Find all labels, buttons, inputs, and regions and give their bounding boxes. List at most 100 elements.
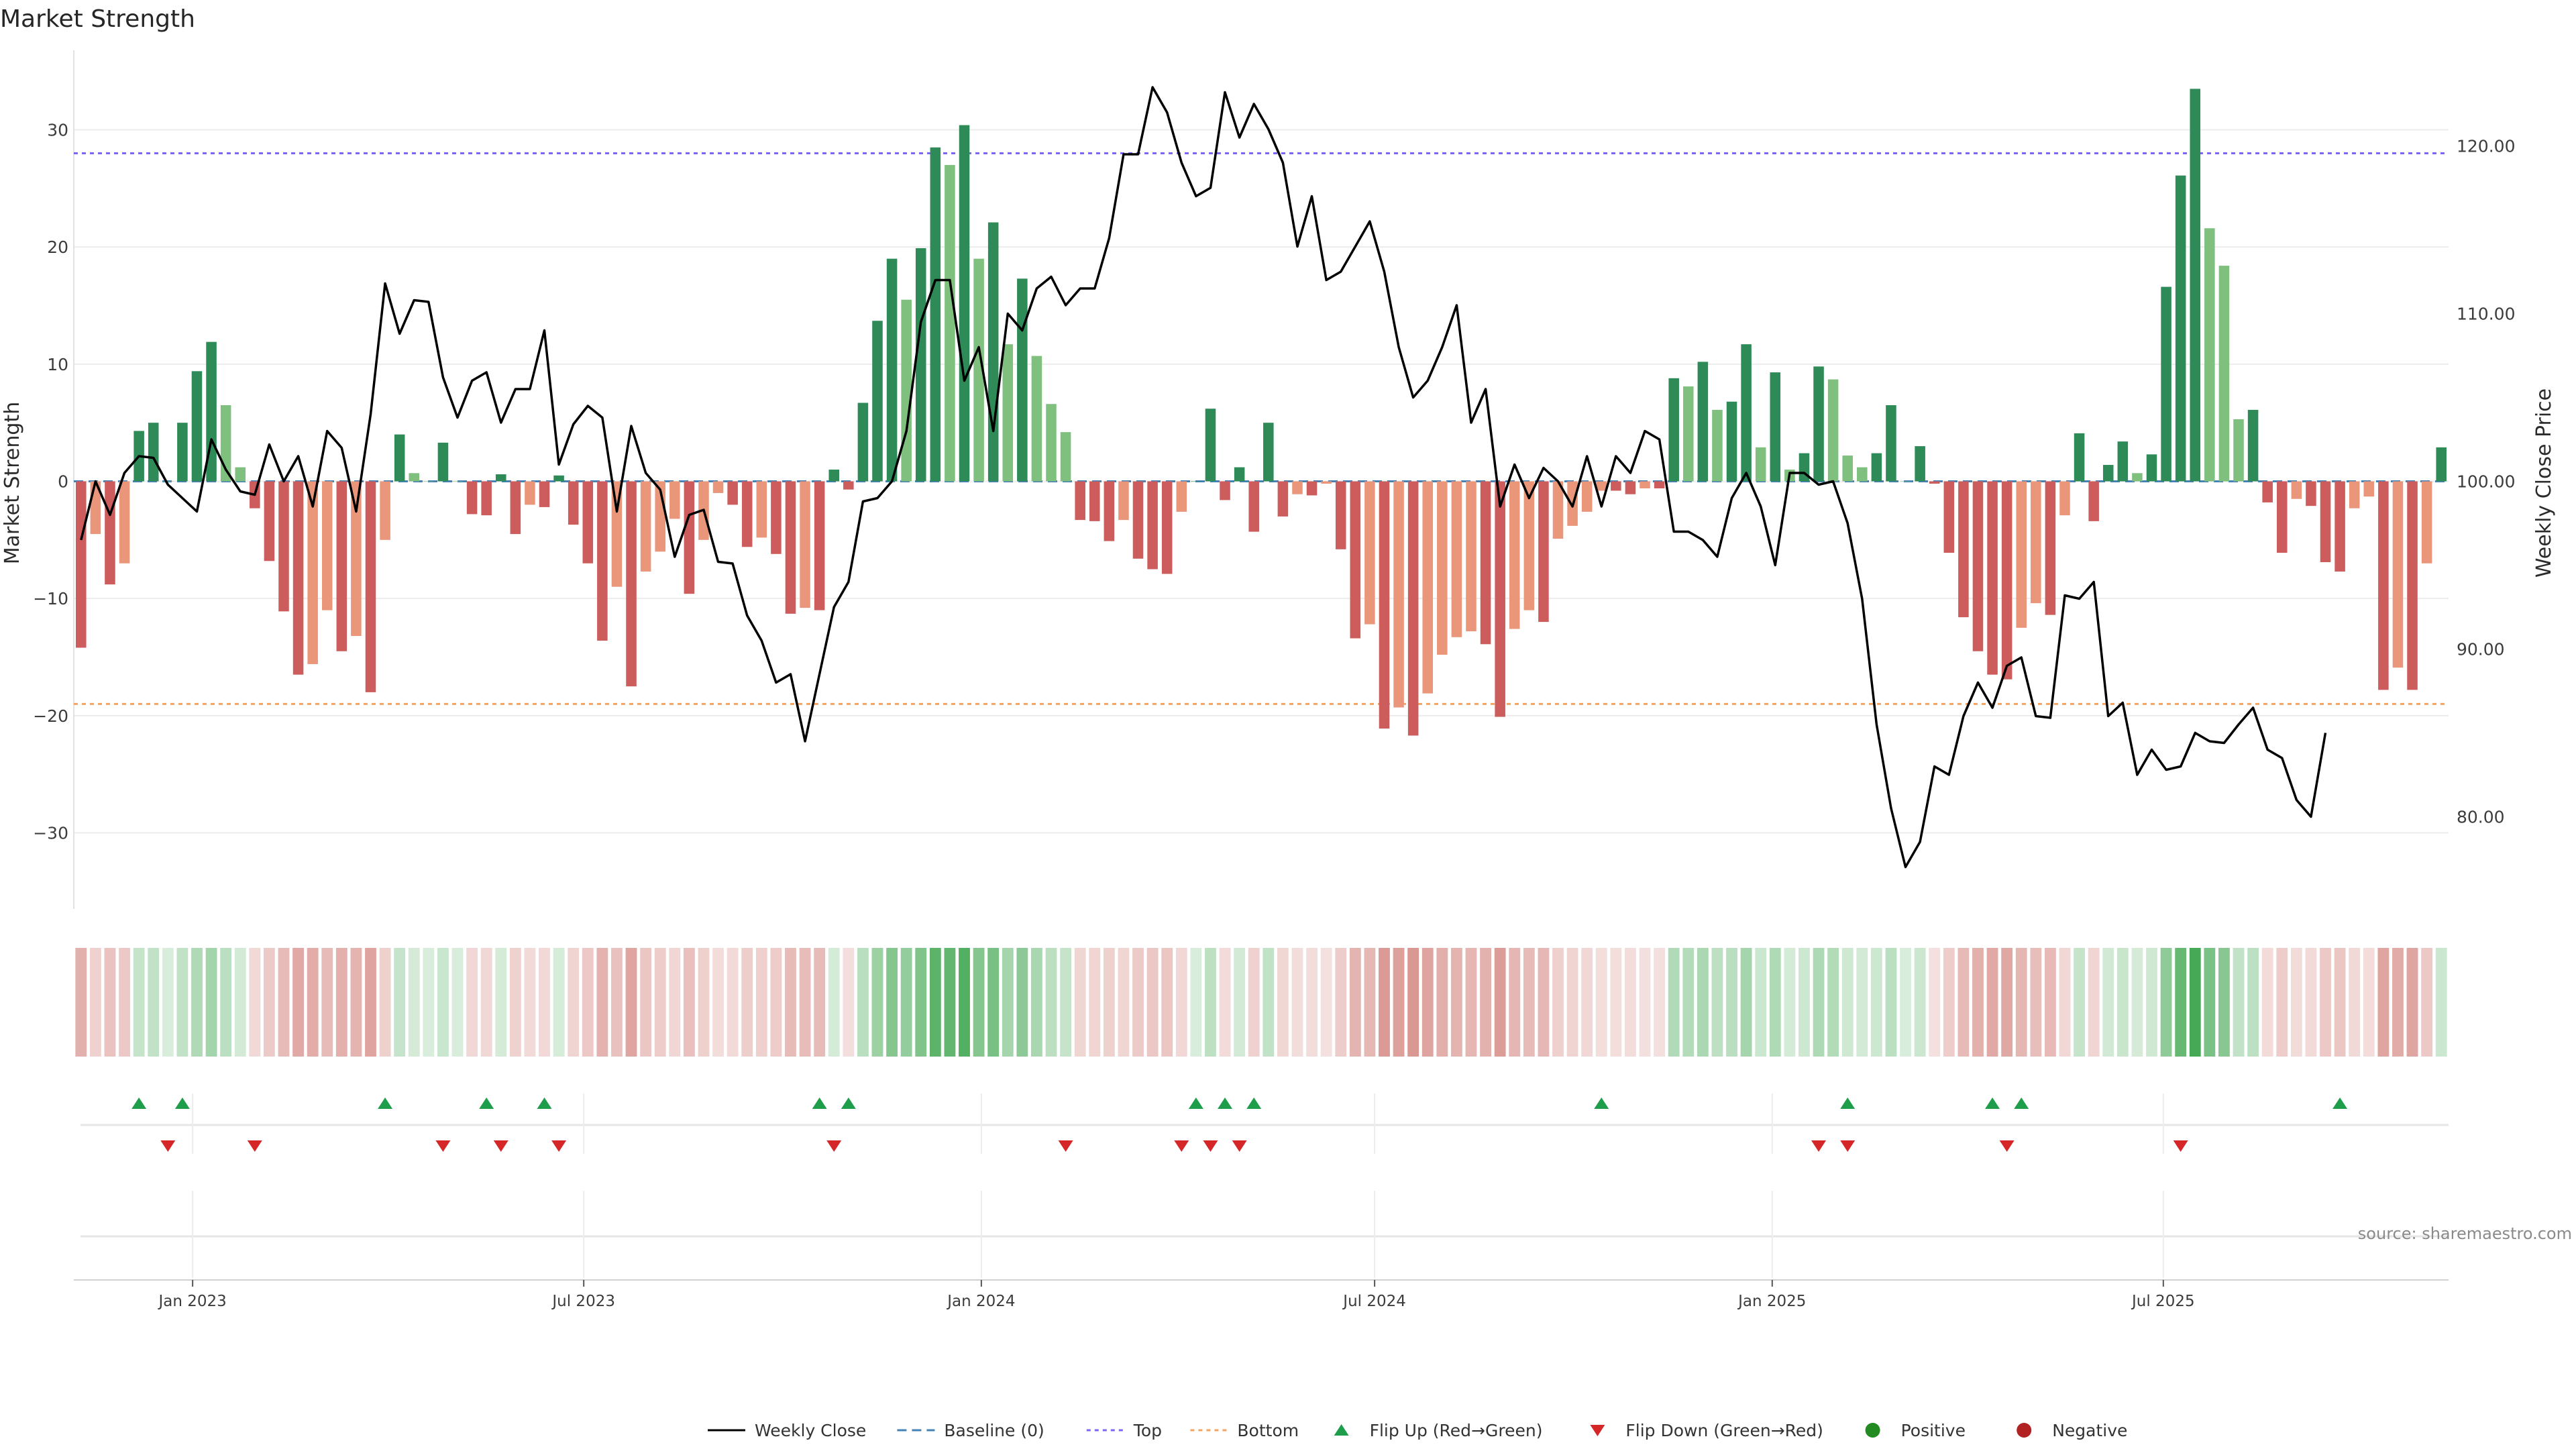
bar bbox=[2001, 481, 2012, 680]
x-tick-label: Jan 2024 bbox=[946, 1293, 1015, 1310]
heat-cell bbox=[654, 948, 666, 1057]
heat-cell bbox=[1146, 948, 1159, 1057]
flip-up-marker bbox=[1594, 1097, 1609, 1109]
bar bbox=[2363, 481, 2375, 497]
heat-cell bbox=[1581, 948, 1593, 1057]
heat-cell bbox=[1885, 948, 1897, 1057]
bar bbox=[1915, 446, 1925, 482]
bar bbox=[1335, 481, 1346, 549]
bar bbox=[409, 473, 420, 482]
heat-cell bbox=[1827, 948, 1839, 1057]
flip-up-marker bbox=[1985, 1097, 2000, 1109]
heat-cell bbox=[929, 948, 941, 1057]
heat-cell bbox=[1740, 948, 1752, 1057]
bar bbox=[1726, 401, 1737, 482]
heat-cell bbox=[509, 948, 521, 1057]
bar bbox=[2306, 481, 2316, 506]
heat-cell bbox=[611, 948, 623, 1057]
bar bbox=[959, 125, 970, 482]
bar bbox=[2349, 481, 2360, 508]
heat-cell bbox=[89, 948, 101, 1057]
bar bbox=[539, 481, 550, 507]
bar bbox=[235, 467, 246, 482]
bar bbox=[148, 423, 159, 482]
flip-up-marker bbox=[174, 1097, 190, 1109]
flip-down-marker bbox=[2173, 1140, 2188, 1152]
bar bbox=[1407, 481, 1419, 736]
heat-cell bbox=[1161, 948, 1173, 1057]
heat-cell bbox=[292, 948, 304, 1057]
heat-cell bbox=[843, 948, 855, 1057]
bar bbox=[1466, 481, 1477, 632]
heat-cell bbox=[379, 948, 391, 1057]
heat-cell bbox=[2406, 948, 2418, 1057]
grid-lines bbox=[73, 50, 2449, 909]
bar bbox=[481, 481, 492, 516]
bar bbox=[1046, 404, 1057, 482]
heat-cell bbox=[2290, 948, 2302, 1057]
bar bbox=[1871, 453, 1882, 482]
bar bbox=[2247, 409, 2259, 482]
x-tick-label: Jul 2023 bbox=[551, 1293, 615, 1310]
bar bbox=[1075, 481, 1085, 521]
heat-cell bbox=[1900, 948, 1911, 1057]
heat-cell bbox=[1074, 948, 1086, 1057]
bar bbox=[1104, 481, 1115, 541]
bar bbox=[2233, 419, 2244, 482]
bar bbox=[2218, 266, 2230, 482]
heat-cell bbox=[1450, 948, 1462, 1057]
bar bbox=[1857, 467, 1868, 482]
heat-cell bbox=[1682, 948, 1695, 1057]
bar bbox=[1350, 481, 1361, 639]
heat-cell bbox=[2435, 948, 2447, 1057]
bar bbox=[2407, 481, 2418, 690]
bar bbox=[1480, 481, 1491, 645]
heat-cell bbox=[1856, 948, 1868, 1057]
bar bbox=[1943, 481, 1955, 553]
bar bbox=[1060, 432, 1071, 482]
bar bbox=[1031, 356, 1042, 482]
bar bbox=[1581, 481, 1593, 512]
y2-tick-label: 110.00 bbox=[2457, 305, 2515, 324]
legend-item-positive: Positive bbox=[1865, 1421, 1966, 1440]
heat-cell bbox=[1002, 948, 1014, 1057]
heat-cell bbox=[1668, 948, 1680, 1057]
heat-cell bbox=[1755, 948, 1767, 1057]
heat-cell bbox=[886, 948, 898, 1057]
heat-cell bbox=[1393, 948, 1405, 1057]
bar bbox=[1306, 481, 1318, 496]
bar bbox=[292, 481, 304, 675]
heat-cell bbox=[1494, 948, 1506, 1057]
bar bbox=[1451, 481, 1462, 637]
bar bbox=[771, 481, 782, 554]
flip-down-marker bbox=[1174, 1140, 1189, 1152]
bar bbox=[930, 147, 941, 482]
heat-cell bbox=[915, 948, 927, 1057]
bar bbox=[1220, 481, 1230, 500]
heat-cell bbox=[1523, 948, 1535, 1057]
bar bbox=[1827, 379, 1839, 482]
flip-down-marker bbox=[247, 1140, 262, 1152]
y-tick-label: −20 bbox=[33, 706, 68, 726]
bar bbox=[2016, 481, 2027, 628]
legend-label: Flip Down (Green→Red) bbox=[1625, 1421, 1823, 1440]
heat-cell bbox=[2276, 948, 2288, 1057]
heat-cell bbox=[1175, 948, 1187, 1057]
bar bbox=[1176, 481, 1187, 512]
bar bbox=[2291, 481, 2302, 499]
bar bbox=[886, 258, 898, 482]
heat-cell bbox=[365, 948, 376, 1057]
bar bbox=[365, 481, 376, 692]
heat-cell bbox=[437, 948, 449, 1057]
heat-cell bbox=[2175, 948, 2187, 1057]
heat-cell bbox=[2160, 948, 2172, 1057]
y-tick-label: 10 bbox=[47, 355, 68, 374]
flip-up-marker bbox=[2014, 1097, 2029, 1109]
legend-label: Positive bbox=[1901, 1421, 1966, 1440]
bar bbox=[1132, 481, 1144, 559]
heat-cell bbox=[2044, 948, 2056, 1057]
bar bbox=[1741, 344, 1752, 482]
y-tick-label: −30 bbox=[33, 823, 68, 843]
bar bbox=[1972, 481, 1984, 651]
heat-cell bbox=[2074, 948, 2085, 1057]
